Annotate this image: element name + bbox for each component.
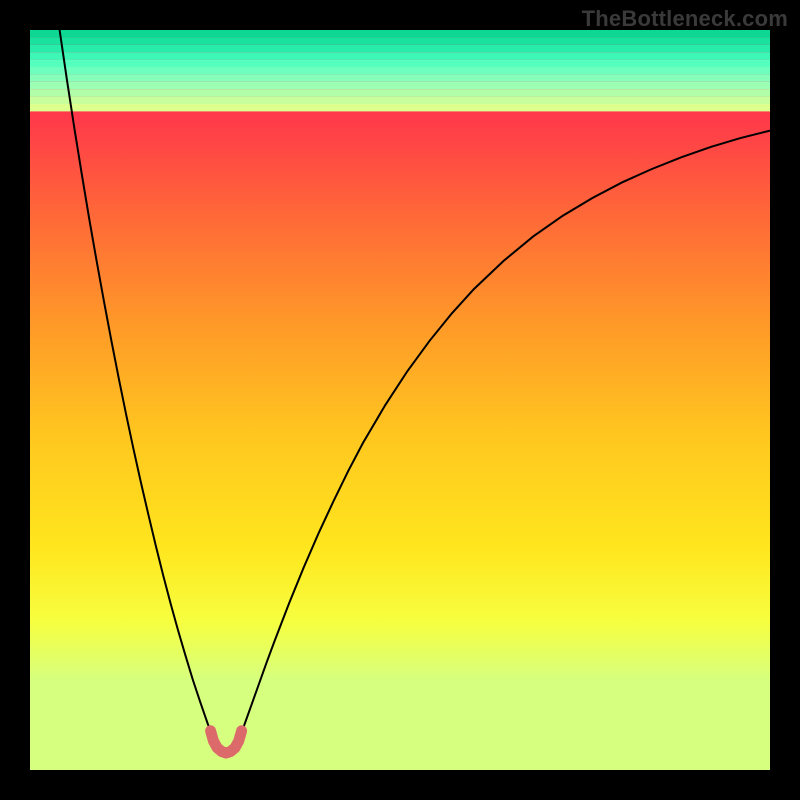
chart-svg bbox=[30, 30, 770, 770]
watermark-text: TheBottleneck.com bbox=[582, 6, 788, 32]
chart-container: TheBottleneck.com bbox=[0, 0, 800, 800]
plot-background bbox=[30, 30, 770, 770]
bottom-bands bbox=[30, 30, 770, 111]
